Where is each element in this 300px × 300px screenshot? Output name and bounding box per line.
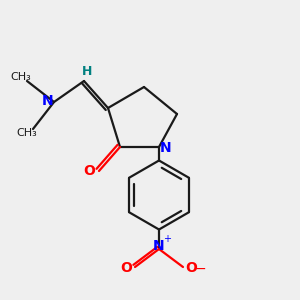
Text: CH₃: CH₃ <box>16 128 37 139</box>
Text: H: H <box>82 65 92 78</box>
Text: CH₃: CH₃ <box>10 71 31 82</box>
Text: O: O <box>83 164 95 178</box>
Text: −: − <box>195 262 206 275</box>
Text: N: N <box>160 142 171 155</box>
Text: O: O <box>185 262 197 275</box>
Text: N: N <box>153 239 165 253</box>
Text: O: O <box>121 262 133 275</box>
Text: +: + <box>164 234 171 244</box>
Text: N: N <box>42 94 53 107</box>
